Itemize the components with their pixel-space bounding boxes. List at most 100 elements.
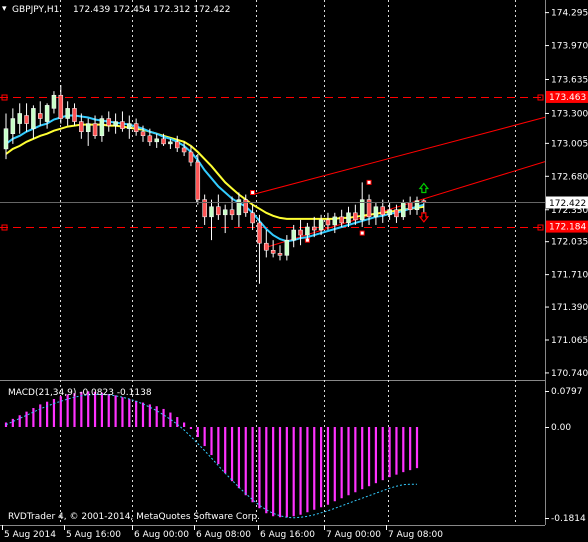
candle [17,103,22,134]
candle [318,214,324,236]
candle [305,222,310,241]
candle-body [85,123,91,132]
candle-body [250,212,255,224]
candle-body [387,209,392,216]
channel-point-upper-high[interactable] [366,179,372,185]
macd-signal-line [5,394,417,519]
channel-upper-line[interactable] [252,116,546,196]
candle [168,138,173,149]
candle-body [236,199,242,216]
candle [79,113,84,139]
candle-body [298,229,303,236]
candle [106,111,111,132]
candle [291,224,296,248]
candle [325,212,331,231]
candle-body [366,199,372,218]
arrow-down-icon [418,212,430,223]
price-tick-label: 173.005 [551,139,588,149]
candle-body [154,138,159,143]
candle-body [44,105,50,122]
channel-point-lower-low-2[interactable] [359,230,365,236]
candle [216,194,221,220]
candle-body [140,131,146,137]
candle [277,245,283,261]
candle-body [175,141,180,149]
hline-handle-left-1[interactable] [1,224,8,231]
macd-axis-bottom: -0.1814 [551,514,586,524]
candle [113,113,118,134]
candle [72,103,77,126]
channel-point-upper-start[interactable] [250,190,256,196]
time-tick-label: 7 Aug 08:00 [388,530,443,540]
candle-body [222,209,228,216]
candle-body [209,206,214,218]
time-axis[interactable]: 5 Aug 2014 5 Aug 16:00 6 Aug 00:00 6 Aug 08… [2,525,444,540]
candle-body [10,118,16,134]
price-tick-label: 172.350 [551,206,588,216]
macd-label: MACD(21,34,9) -0.0823 -0.1138 [8,388,152,398]
candle [380,199,385,223]
channel-lower-line[interactable] [266,161,546,248]
candle [257,214,262,284]
hline-handle-right-1[interactable] [537,224,544,231]
time-tick-label: 5 Aug 16:00 [66,530,121,540]
candle-body [181,147,187,153]
macd-axis-zero: 0.00 [551,423,571,433]
candle-body [188,151,194,163]
candle-body [284,239,290,256]
candle [332,212,338,234]
price-tick-label: 173.300 [551,109,588,119]
candle-body [380,206,385,216]
candle-body [318,219,324,231]
candle-body [3,128,9,150]
dropdown-icon[interactable]: ▾ [2,4,7,14]
candle-body [291,229,296,241]
candle [92,115,98,139]
price-tick-label: 172.680 [551,172,588,182]
candle-body [168,141,173,145]
candle [209,199,214,241]
candle [85,118,91,146]
candle [127,115,132,139]
candle-body [257,222,262,244]
candle-body [99,118,105,137]
candle-body [305,226,310,236]
hline-handle-left-0[interactable] [1,94,8,101]
candle [366,194,372,225]
candle [181,141,187,157]
candle [243,194,248,217]
candle [270,240,276,258]
level-marker-bg-0 [546,90,588,103]
candle-body [359,199,365,221]
candle [353,204,358,225]
candle [229,196,235,220]
price-tick-label: 172.035 [551,238,588,248]
candle [264,230,269,258]
price-axis[interactable]: 174.295 173.970 173.635 173.300 173.005 172.6… [545,9,588,379]
candle-body [17,113,22,124]
macd-axis: 0.0797 0.00 -0.1814 [545,387,586,524]
horizontal-lines[interactable] [0,94,545,231]
candle [65,101,70,126]
candle-body [312,226,317,231]
price-channel[interactable] [250,116,546,250]
candle [312,216,317,238]
candle [250,204,255,231]
time-tick-label: 6 Aug 08:00 [196,530,251,540]
candle-body [414,200,420,211]
candle-body [394,209,399,218]
candle [24,103,29,132]
candle-body [243,199,248,214]
time-tick-label: 7 Aug 00:00 [326,530,381,540]
candle [359,182,365,227]
price-tick-label: 171.065 [551,336,588,346]
candle-body [133,123,139,132]
candle [236,192,242,227]
candle-body [147,135,153,143]
price-tick-label: 171.710 [551,271,588,281]
signal-arrows [418,182,430,223]
hline-handle-right-0[interactable] [537,94,544,101]
candle [161,133,166,146]
